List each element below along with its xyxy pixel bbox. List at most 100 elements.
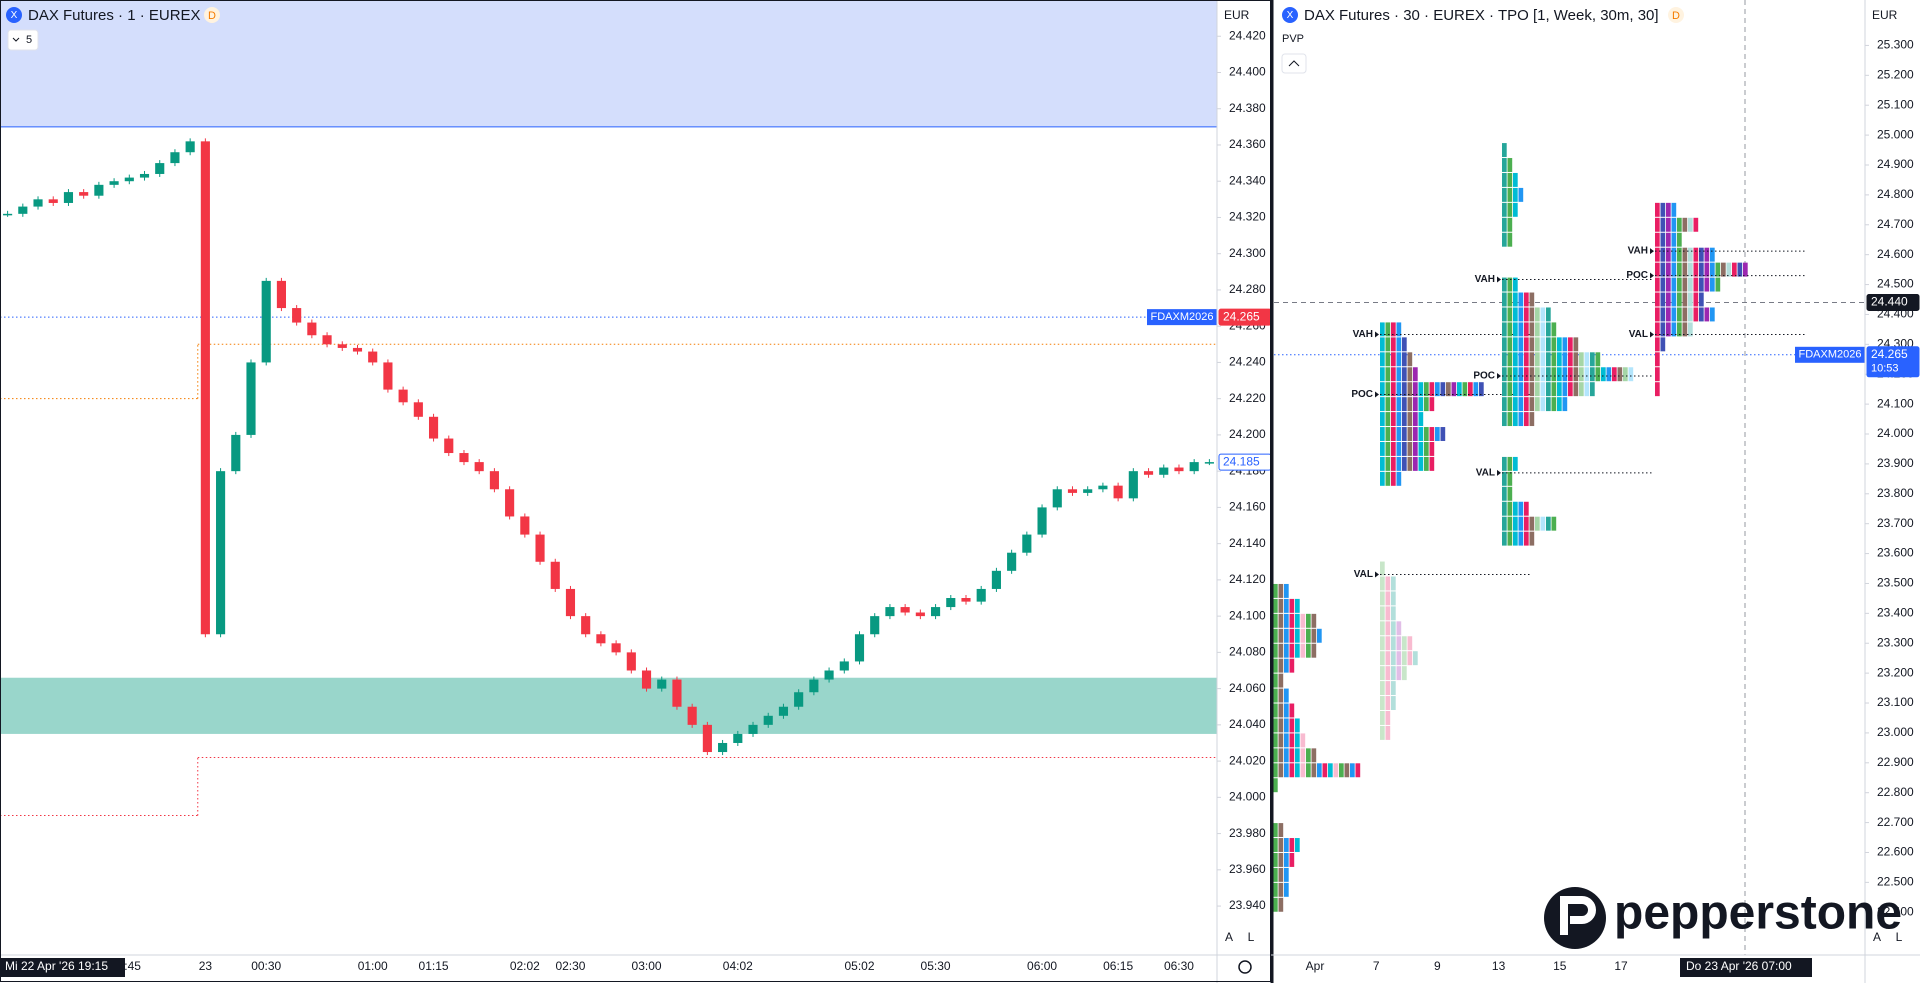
tpo-block [1529, 412, 1535, 427]
tpo-block [1328, 763, 1333, 778]
tpo-block [1385, 397, 1391, 412]
tpo-block [1524, 337, 1529, 352]
tpo-block [1278, 867, 1284, 882]
candle-body [489, 471, 499, 490]
x-tick-label: 05:02 [844, 959, 874, 973]
tpo-block [1424, 397, 1429, 412]
tpo-block [1380, 591, 1385, 606]
tpo-block [1660, 322, 1666, 337]
tpo-block [1273, 658, 1278, 673]
tpo-block [1693, 262, 1699, 277]
candle-body [581, 616, 591, 635]
candle-body [185, 141, 195, 153]
tpo-block [1573, 382, 1579, 397]
tpo-block [1278, 703, 1284, 718]
tpo-block [1507, 352, 1513, 367]
tpo-arrow [1375, 571, 1379, 578]
x-tick-label: 02:30 [555, 959, 585, 973]
tpo-block [1333, 763, 1339, 778]
badge-bg [1668, 7, 1684, 23]
y-tick-label: 24.380 [1229, 101, 1266, 115]
y-tick-label: 24.800 [1877, 187, 1914, 201]
tpo-block [1715, 277, 1721, 292]
tpo-block [1402, 367, 1407, 382]
tpo-block [1396, 322, 1402, 337]
candle-body [1189, 462, 1199, 472]
tpo-block [1540, 352, 1546, 367]
tpo-block [1557, 397, 1562, 412]
interval-button[interactable] [7, 29, 39, 51]
x-tick-label: 17 [1614, 959, 1628, 973]
tpo-block [1671, 292, 1677, 307]
collapse-button[interactable] [1281, 53, 1307, 74]
tpo-block [1385, 710, 1391, 725]
tpo-block [1273, 718, 1278, 733]
tpo-block [1551, 382, 1557, 397]
tpo-block [1606, 367, 1612, 382]
tpo-arrow [1650, 272, 1654, 279]
candle-body [352, 347, 363, 352]
tpo-arrow [1650, 331, 1654, 338]
tpo-block [1429, 397, 1435, 412]
tpo-block [1551, 337, 1557, 352]
symbol-logo-mark: X [11, 10, 18, 21]
price-tag: 24.440 [1871, 295, 1908, 309]
tpo-block [1595, 352, 1601, 367]
tpo-block [1693, 277, 1699, 292]
tpo-block [1413, 397, 1418, 412]
y-tick-label: 23.000 [1877, 725, 1914, 739]
y-tick-label: 24.000 [1877, 426, 1914, 440]
tpo-block [1513, 322, 1518, 337]
tpo-block [1289, 703, 1295, 718]
cursor-label: Mi 22 Apr '26 19:15 [5, 959, 108, 973]
tpo-block [1660, 217, 1666, 232]
tpo-block [1418, 427, 1424, 441]
tpo-block [1284, 703, 1289, 718]
tpo-block [1529, 322, 1535, 337]
tpo-block [1284, 718, 1289, 733]
tpo-block [1682, 247, 1688, 262]
currency: EUR [1224, 8, 1250, 22]
tpo-block [1380, 352, 1385, 367]
candle-body [915, 612, 925, 617]
tpo-block [1584, 367, 1590, 382]
tpo-block [1396, 456, 1402, 471]
tpo-block [1666, 307, 1671, 322]
tpo-block [1524, 307, 1529, 322]
tpo-block [1513, 277, 1518, 292]
settings-icon[interactable] [1238, 960, 1252, 974]
x-tick-label: 13 [1492, 959, 1506, 973]
tpo-block [1699, 247, 1704, 262]
tpo-block [1502, 158, 1507, 172]
tpo-block [1655, 307, 1660, 322]
tpo-block [1413, 651, 1418, 666]
tpo-block [1502, 501, 1507, 516]
tpo-block [1507, 501, 1513, 516]
tpo-block [1396, 441, 1402, 456]
interval-badge: 5 [26, 34, 32, 46]
tpo-level-label: VAL [1354, 569, 1373, 580]
tpo-block [1380, 710, 1385, 725]
tpo-block [1413, 382, 1418, 397]
tpo-block [1529, 397, 1535, 412]
badge: D [208, 10, 216, 22]
tpo-block [1284, 688, 1289, 703]
y-tick-label: 24.140 [1229, 536, 1266, 550]
tpo-block [1507, 232, 1513, 247]
y-tick-label: 25.100 [1877, 97, 1914, 111]
y-tick-label: 23.500 [1877, 576, 1914, 590]
tpo-block [1671, 217, 1677, 232]
candle-body [733, 733, 743, 743]
candle-body [368, 351, 378, 363]
tpo-block [1502, 143, 1507, 158]
tpo-block [1507, 412, 1513, 427]
tpo-block [1573, 352, 1579, 367]
candle-body [520, 516, 530, 535]
y-tick-label: 23.200 [1877, 665, 1914, 679]
tpo-block [1391, 606, 1396, 621]
tpo-block [1568, 352, 1573, 367]
tpo-arrow [1497, 276, 1501, 283]
tpo-block [1518, 531, 1524, 546]
tpo-block [1540, 382, 1546, 397]
